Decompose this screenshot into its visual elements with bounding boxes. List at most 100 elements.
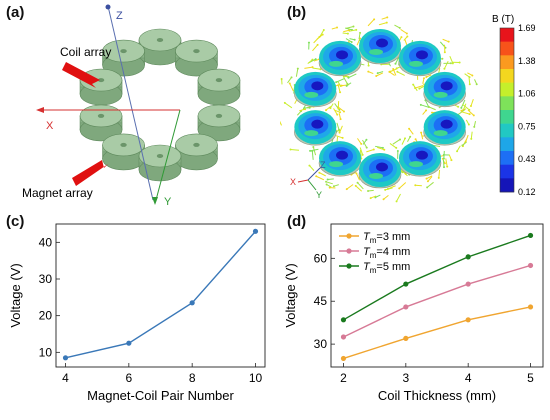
- data-point: [403, 304, 409, 310]
- data-point: [465, 281, 471, 287]
- field-arrow: [401, 138, 406, 145]
- y-tick-label: 45: [314, 294, 328, 308]
- field-arrow: [465, 134, 469, 142]
- field-arrow: [343, 77, 348, 85]
- field-arrow: [467, 109, 475, 116]
- field-arrow: [396, 193, 401, 202]
- field-arrow: [398, 182, 407, 189]
- field-arrow: [385, 187, 393, 191]
- field-arrow: [470, 131, 473, 139]
- colorbar-segment: [500, 137, 514, 152]
- field-arrow: [362, 139, 368, 148]
- legend-label: Tm=5 mm: [363, 261, 410, 275]
- y-tick-label: 20: [39, 309, 53, 323]
- field-arrow: [389, 71, 395, 76]
- coil-array-label: Coil array: [60, 45, 111, 59]
- field-arrow: [355, 173, 361, 181]
- y-tick-label: 10: [39, 345, 53, 359]
- coil-arrow-icon: [62, 62, 100, 88]
- field-arrow: [456, 145, 461, 152]
- field-arrow: [412, 84, 418, 92]
- field-arrow: [325, 181, 333, 185]
- field-arrow: [316, 175, 325, 181]
- field-arrow: [290, 148, 300, 151]
- field-arrow: [394, 24, 401, 29]
- field-arrow: [335, 78, 345, 83]
- y-tick-label: 40: [39, 235, 53, 249]
- series-line-2: [343, 234, 531, 321]
- field-arrow: [389, 143, 397, 149]
- field-arrow: [442, 38, 449, 43]
- colorbar-segment: [500, 151, 514, 165]
- colorbar-segment: [500, 55, 514, 70]
- field-arrow: [304, 66, 313, 69]
- disc-1: [175, 39, 218, 77]
- magnet-array-label: Magnet array: [22, 186, 93, 200]
- field-arrow: [359, 147, 364, 155]
- y-tick-label: 30: [39, 272, 53, 286]
- field-ring-6: [318, 141, 362, 177]
- field-arrow: [376, 146, 385, 151]
- field-arrow: [346, 184, 354, 190]
- field-arrow: [427, 176, 433, 182]
- field-arrow: [319, 172, 326, 177]
- x-axis-arrow: [36, 107, 44, 113]
- field-arrow: [426, 181, 434, 188]
- series-line-0: [343, 306, 531, 360]
- colorbar-tick-label: 0.12: [518, 187, 536, 197]
- coil-magnet-discs: [79, 28, 241, 182]
- colorbar-tick-label: 0.75: [518, 121, 536, 131]
- field-arrow: [470, 99, 474, 107]
- field-arrow: [366, 149, 374, 153]
- colorbar-segment: [500, 41, 514, 56]
- field-arrow: [312, 44, 319, 52]
- colorbar-tick-label: 0.43: [518, 154, 536, 164]
- field-arrow: [392, 139, 401, 145]
- field-arrow: [338, 113, 342, 120]
- b-y-axis-line: [307, 179, 317, 191]
- x-tick-label: 2: [340, 371, 347, 385]
- field-arrow: [343, 29, 350, 33]
- field-ring-1: [398, 40, 442, 77]
- plot-frame: [55, 223, 266, 368]
- colorbar-segment: [500, 96, 514, 111]
- field-arrow: [426, 175, 433, 180]
- legend-marker: [346, 233, 352, 239]
- b-z-axis-line: [307, 167, 321, 181]
- panel-c-letter: (c): [6, 213, 25, 230]
- panel-a-letter: (a): [6, 4, 25, 21]
- colorbar-tick-label: 1.38: [518, 56, 536, 66]
- disc-3: [197, 104, 241, 142]
- colorbar-tick-label: 1.69: [518, 23, 536, 33]
- disc-6: [102, 133, 145, 171]
- colorbar-segment: [500, 178, 514, 193]
- x-tick-label: 4: [62, 371, 69, 385]
- data-point: [527, 304, 534, 310]
- data-point: [403, 281, 409, 287]
- colorbar-segment: [500, 69, 514, 83]
- data-point: [340, 334, 347, 340]
- field-arrow: [335, 135, 343, 139]
- field-arrow: [356, 38, 361, 46]
- y-axis-title: Voltage (V): [8, 263, 23, 327]
- field-ring-4: [398, 141, 442, 177]
- field-arrow: [438, 169, 441, 178]
- field-arrow: [325, 106, 332, 111]
- magnet-field-rings: [294, 29, 466, 189]
- data-point: [527, 232, 534, 239]
- field-arrow: [357, 138, 362, 145]
- legend-marker: [346, 263, 352, 269]
- field-arrow: [468, 77, 471, 85]
- field-arrow: [307, 59, 313, 64]
- data-point: [252, 228, 259, 234]
- field-arrow: [327, 178, 334, 180]
- b-x-axis-line: [297, 179, 309, 183]
- field-arrow: [289, 83, 294, 92]
- field-arrow: [392, 68, 397, 76]
- x-tick-label: 3: [402, 371, 409, 385]
- field-arrow: [442, 160, 445, 168]
- field-arrow: [284, 102, 293, 109]
- b-z-axis-label: Z: [320, 160, 326, 170]
- data-point: [527, 262, 534, 269]
- field-arrow: [348, 29, 357, 32]
